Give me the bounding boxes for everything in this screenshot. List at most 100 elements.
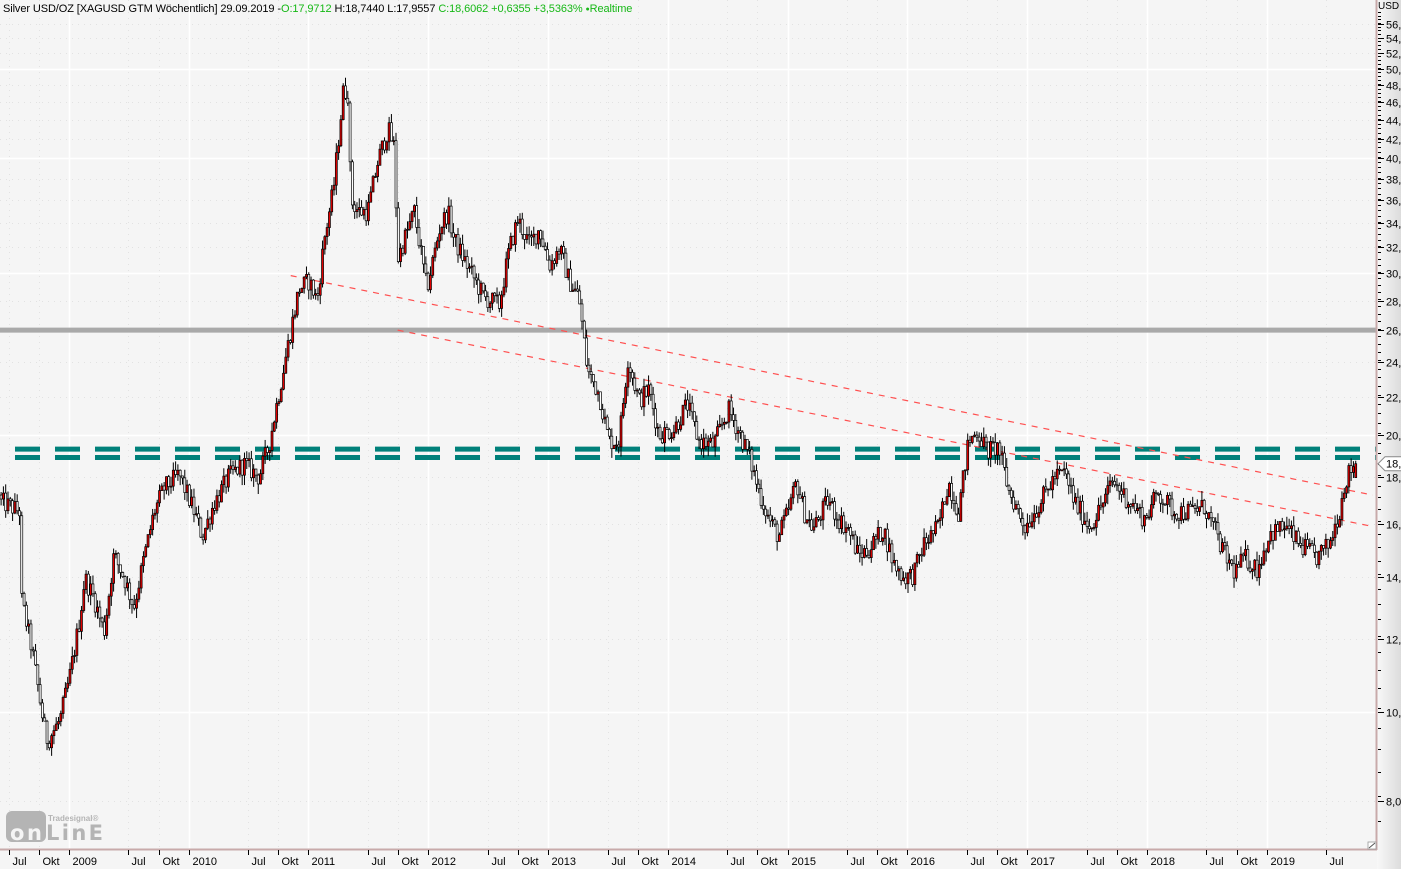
candle-up [282, 372, 285, 390]
candle-down [748, 448, 751, 451]
price-tick-label: 56,00 [1386, 20, 1401, 32]
price-tick-label: 8,00 [1386, 797, 1401, 809]
candle-down [8, 498, 12, 502]
candle-up [440, 227, 444, 235]
candle-down [486, 296, 490, 308]
candle-down [394, 140, 398, 209]
price-tick-label: 30,00 [1386, 269, 1401, 281]
candle-down [589, 371, 593, 375]
candle-up [1131, 503, 1135, 507]
candle-down [1009, 489, 1013, 498]
candle-up [938, 517, 942, 521]
candle-down [1154, 491, 1158, 494]
price-tick-label: 38,00 [1386, 175, 1401, 187]
candle-down [640, 392, 644, 408]
candle-up [821, 500, 825, 521]
candle-down [231, 465, 235, 470]
candle-down [520, 218, 524, 235]
candle-up [144, 546, 148, 557]
candle-up [1324, 538, 1328, 549]
candle-up [702, 437, 706, 450]
candle-down [585, 337, 588, 366]
candle-up [277, 401, 281, 404]
svg-text:Tradesignal®: Tradesignal® [48, 814, 98, 823]
candle-up [807, 519, 811, 522]
candle-down [1301, 545, 1305, 556]
candle-up [238, 459, 242, 475]
candle-up [1244, 549, 1247, 557]
candle-up [929, 530, 933, 543]
candle-up [1338, 519, 1342, 528]
last-price-tag [1377, 456, 1401, 472]
candle-down [1023, 525, 1027, 534]
candle-down [1248, 567, 1252, 572]
candle-down [1035, 513, 1038, 518]
candle-up [674, 421, 678, 433]
candle-down [1212, 517, 1215, 522]
change-value: +0,6355 [491, 3, 531, 15]
candle-up [1319, 545, 1323, 552]
price-axis-panel[interactable] [1377, 0, 1401, 869]
candle-down [775, 523, 779, 542]
candle-up [1147, 516, 1151, 519]
price-tick-label: 50,00 [1386, 65, 1401, 77]
candle-up [830, 501, 834, 503]
candle-down [1276, 524, 1280, 532]
price-tick-label: 52,00 [1386, 49, 1401, 61]
candle-down [833, 501, 836, 520]
candle-down [383, 140, 386, 151]
candle-up [215, 495, 219, 511]
candle-down [592, 374, 595, 383]
candle-up [387, 122, 391, 143]
candle-up [722, 421, 726, 425]
candle-up [973, 434, 976, 437]
candle-down [578, 290, 582, 305]
candle-up [791, 486, 795, 499]
candle-down [773, 519, 777, 525]
candle-down [312, 279, 315, 296]
candle-down [183, 477, 187, 493]
candle-up [284, 356, 288, 374]
price-tick-label: 26,00 [1386, 326, 1401, 338]
candle-up [190, 496, 194, 506]
candle-down [43, 717, 47, 722]
candle-down [1071, 485, 1075, 503]
candle-up [663, 427, 666, 444]
time-tick-label: Jul [372, 856, 386, 868]
candle-up [447, 205, 451, 225]
candle-down [768, 514, 772, 522]
candle-up [318, 283, 322, 296]
close-value: C:18,6062 [438, 3, 489, 15]
candle-up [413, 205, 416, 212]
candle-down [360, 207, 363, 216]
candle-down [1115, 484, 1119, 487]
candle-down [1117, 485, 1121, 492]
candle-down [835, 518, 839, 521]
candle-down [181, 475, 184, 479]
time-tick-label: Jul [252, 856, 266, 868]
candle-up [107, 595, 111, 616]
candle-down [1225, 545, 1229, 564]
candle-down [952, 500, 956, 505]
candle-down [968, 439, 972, 443]
time-tick-label: Jul [971, 856, 985, 868]
candle-down [1216, 522, 1220, 535]
time-tick-label: 2018 [1151, 856, 1175, 868]
resize-corner-icon[interactable] [1367, 841, 1377, 850]
candle-down [481, 282, 485, 292]
candle-up [1329, 540, 1332, 549]
candle-down [918, 554, 921, 556]
candle-down [123, 576, 127, 589]
candle-down [530, 235, 533, 238]
candle-up [1122, 488, 1126, 495]
candle-down [628, 367, 632, 373]
candle-up [621, 403, 625, 417]
candle-up [500, 294, 503, 309]
candle-down [445, 212, 448, 225]
candle-up [291, 316, 295, 343]
candle-down [1280, 521, 1284, 531]
candle-down [197, 513, 200, 519]
candle-down [1081, 500, 1084, 525]
candle-down [25, 604, 28, 627]
